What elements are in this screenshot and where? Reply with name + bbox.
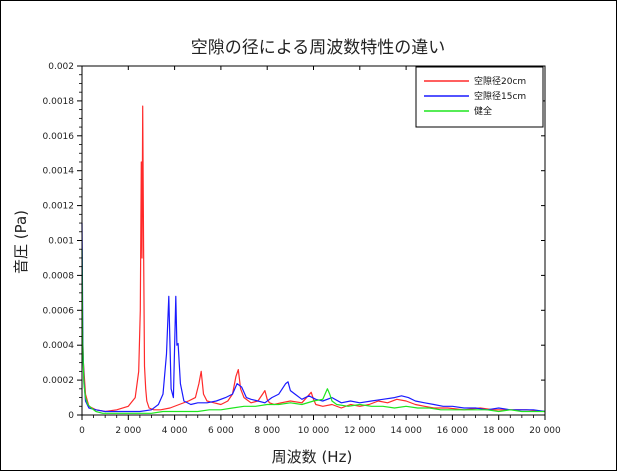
y-tick-label: 0.0004 [43,341,75,351]
x-tick-label: 2 000 [115,426,141,436]
series-line-1 [81,105,546,413]
x-tick-label: 0 [79,426,85,436]
x-tick-label: 4 000 [162,426,188,436]
legend-label-2: 空隙径15cm [474,90,526,102]
x-axis-title: 周波数 (Hz) [272,448,353,466]
legend-label-3: 健全 [474,105,492,117]
series-line-3 [81,249,545,414]
x-tick-label: 16 000 [437,426,469,436]
x-tick-label: 20 000 [529,426,561,436]
series-group [81,105,546,414]
legend-label-1: 空隙径20cm [474,75,526,87]
x-tick-label: 6 000 [208,426,234,436]
y-tick-label: 0.0014 [43,167,75,177]
y-tick-label: 0.0016 [43,132,75,142]
y-tick-label: 0.001 [48,237,74,247]
legend-items: 空隙径20cm 空隙径15cm 健全 [424,75,526,117]
y-axis-title: 音圧 (Pa) [12,210,30,274]
x-tick-label: 18 000 [483,426,515,436]
axes: 0 2 000 4 000 6 000 8 000 10 000 12 000 14 000 1… [43,62,562,436]
y-tick-label: 0.0006 [43,306,75,316]
y-tick-label: 0 [68,411,74,421]
series-line-2 [81,222,546,413]
y-tick-label: 0.0008 [43,271,75,281]
y-tick-label: 0.0012 [43,202,75,212]
x-tick-label: 10 000 [298,426,330,436]
y-tick-label: 0.0002 [43,376,75,386]
chart-title: 空隙の径による周波数特性の違い [191,38,446,58]
y-tick-label: 0.0018 [43,97,75,107]
legend: 空隙径20cm 空隙径15cm 健全 [415,66,544,128]
legend-box [415,66,544,128]
x-tick-label: 8 000 [254,426,280,436]
y-tick-label: 0.002 [48,62,74,72]
x-tick-label: 14 000 [390,426,422,436]
x-tick-label: 12 000 [344,426,376,436]
